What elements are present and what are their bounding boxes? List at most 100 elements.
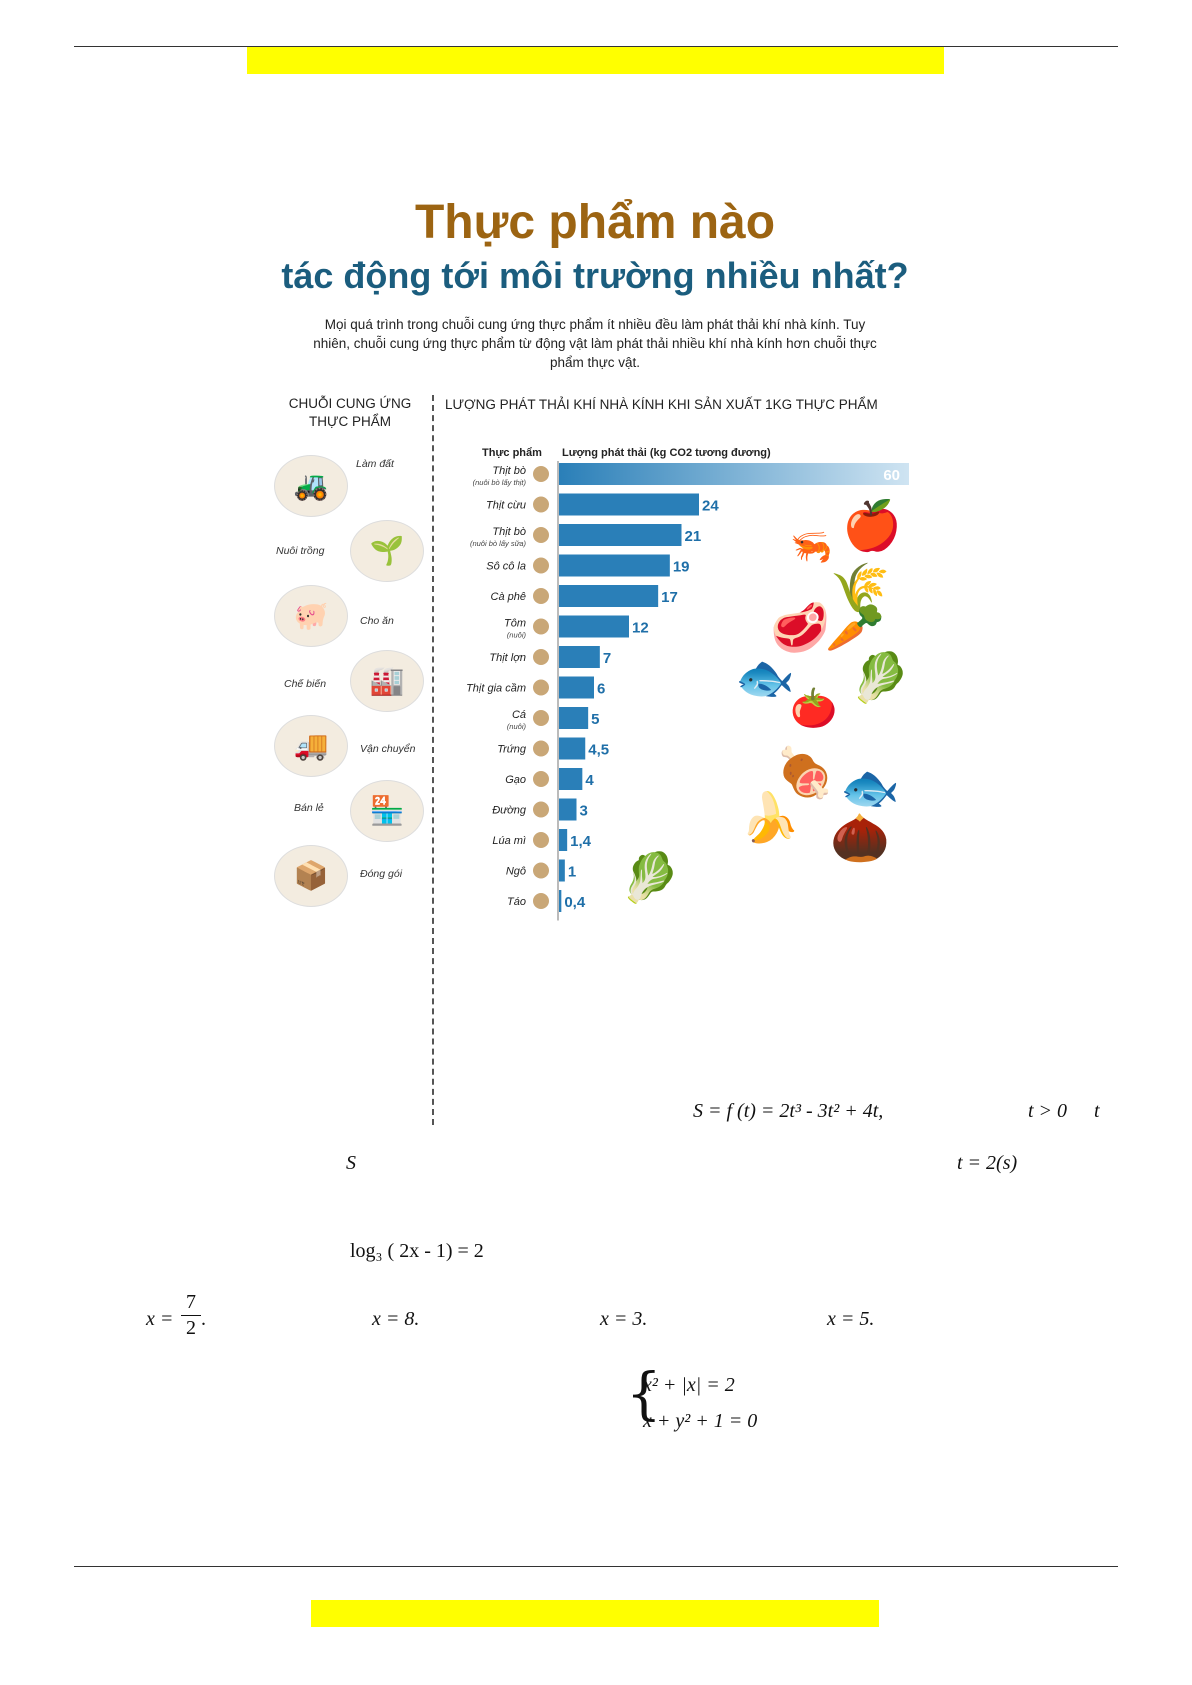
- infographic-title: Thực phẩm nào: [414, 196, 776, 249]
- fish-illustration: 🐟: [735, 652, 795, 705]
- value-label: 24: [702, 498, 719, 515]
- category-label: Thịt cừu: [486, 500, 526, 512]
- bar: [559, 493, 699, 516]
- meat-illustration: 🥩: [770, 602, 830, 655]
- food-icon: [533, 618, 549, 635]
- fish-illustration: 🐟: [840, 762, 900, 815]
- chart-title: LƯỢNG PHÁT THẢI KHÍ NHÀ KÍNH KHI SẢN XUẤ…: [445, 397, 878, 412]
- bar: [559, 707, 589, 729]
- step-label: Cho ăn: [360, 615, 394, 627]
- infographic-subtitle: tác động tới môi trường nhiều nhất?: [281, 255, 909, 296]
- step-label: Vận chuyển: [360, 743, 416, 755]
- category-label: Thịt bò: [492, 526, 526, 538]
- option-b: x = 8.: [372, 1308, 419, 1331]
- bar: [559, 829, 568, 851]
- q1-variable-s-text: S: [346, 1152, 356, 1174]
- chart-category-header: Thực phẩm: [482, 447, 542, 459]
- step-lam-dat: 🚜: [274, 455, 348, 517]
- category-label: Đường: [492, 805, 527, 817]
- tomato-illustration: 🍅: [790, 688, 838, 730]
- category-label: Cá: [512, 709, 526, 721]
- food-icon: [533, 771, 549, 787]
- tractor-icon: 🚜: [293, 470, 329, 501]
- step-van-chuyen: 🚚: [274, 715, 348, 777]
- value-label: 12: [632, 620, 649, 637]
- option-d: x = 5.: [827, 1308, 874, 1331]
- value-label: 4: [585, 772, 594, 789]
- system-line-2-text: x + y² + 1 = 0: [643, 1410, 758, 1432]
- food-icon: [533, 893, 549, 909]
- value-label: 1: [568, 864, 576, 881]
- category-label: Táo: [507, 896, 526, 908]
- bar: [559, 737, 586, 760]
- fraction-bar: [181, 1315, 201, 1316]
- step-label: Làm đất: [356, 458, 394, 470]
- cabbage-illustration: 🥬: [620, 852, 680, 905]
- category-label: Ngô: [506, 866, 526, 878]
- option-a-end: .: [201, 1308, 206, 1330]
- bar: [559, 554, 670, 577]
- food-icon: [533, 832, 549, 848]
- bar: [559, 798, 577, 821]
- q1-variable-t: t: [1094, 1100, 1100, 1123]
- food-icon: [533, 496, 549, 513]
- category-note: (nuôi): [507, 631, 527, 640]
- bar: [559, 463, 909, 485]
- category-label: Cà phê: [491, 591, 526, 603]
- category-label: Thịt bò: [492, 465, 526, 477]
- q1-variable-s: S: [346, 1152, 356, 1175]
- fraction-denominator: 2: [186, 1317, 196, 1339]
- step-cho-an: 🐖: [274, 585, 348, 647]
- category-note: (nuôi bò lấy thịt): [473, 478, 527, 487]
- q1-formula-text: S = f (t) = 2t³ - 3t² + 4t,: [693, 1100, 884, 1122]
- step-che-bien: 🏭: [350, 650, 424, 712]
- infographic-intro: Mọi quá trình trong chuỗi cung ứng thực …: [313, 317, 877, 370]
- step-dong-goi: 📦: [274, 845, 348, 907]
- food-icon: [533, 527, 549, 543]
- food-icon: [533, 466, 549, 482]
- option-a-lhs: x =: [146, 1308, 174, 1330]
- category-label: Tôm: [504, 618, 526, 630]
- q1-time: t = 2(s): [957, 1152, 1017, 1175]
- option-d-text: x = 5.: [827, 1308, 875, 1330]
- banana-illustration: 🍌: [740, 792, 800, 845]
- option-c: x = 3.: [600, 1308, 647, 1331]
- step-label: Chế biến: [284, 678, 327, 690]
- q1-condition-text: t > 0: [1028, 1100, 1068, 1122]
- category-note: (nuôi): [507, 722, 527, 731]
- value-label: 6: [597, 681, 605, 698]
- q1-variable-t-text: t: [1094, 1100, 1100, 1122]
- bar: [559, 585, 659, 607]
- section-divider: [432, 395, 434, 1125]
- step-label: Đóng gói: [360, 868, 403, 880]
- system-line-1: x² + |x| = 2: [643, 1374, 735, 1397]
- carrot-illustration: 🥕: [825, 602, 885, 655]
- step-label: Nuôi trồng: [276, 545, 325, 557]
- food-icon: [533, 740, 549, 757]
- option-c-text: x = 3.: [600, 1308, 648, 1330]
- grain-sack-illustration: 🌰: [830, 812, 890, 865]
- value-label: 1,4: [570, 833, 592, 850]
- bar: [559, 524, 682, 546]
- option-a-fraction: 7 2: [181, 1291, 201, 1340]
- value-label: 17: [661, 589, 678, 606]
- value-label: 7: [603, 650, 611, 667]
- planting-icon: 🌱: [369, 535, 405, 566]
- step-label: Bán lẻ: [294, 802, 324, 814]
- bar: [559, 676, 594, 699]
- packing-icon: 📦: [293, 860, 329, 891]
- food-icon: [533, 649, 549, 665]
- q1-time-text: t = 2(s): [957, 1152, 1018, 1174]
- header-highlight-band: [247, 47, 944, 74]
- footer-highlight-band: [311, 1600, 879, 1627]
- lettuce-illustration: 🥬: [850, 652, 910, 705]
- system-line-1-text: x² + |x| = 2: [643, 1374, 735, 1396]
- food-icon: [533, 588, 549, 604]
- value-label: 5: [591, 711, 599, 728]
- bar: [559, 615, 629, 638]
- supply-chain-title: CHUỖI CUNG ỨNG THỰC PHẨM: [288, 396, 412, 429]
- q2-equation: log₃ ( 2x - 1) = 2: [350, 1240, 484, 1262]
- bar: [559, 646, 600, 668]
- option-a: x =: [146, 1308, 173, 1331]
- option-b-text: x = 8.: [372, 1308, 420, 1330]
